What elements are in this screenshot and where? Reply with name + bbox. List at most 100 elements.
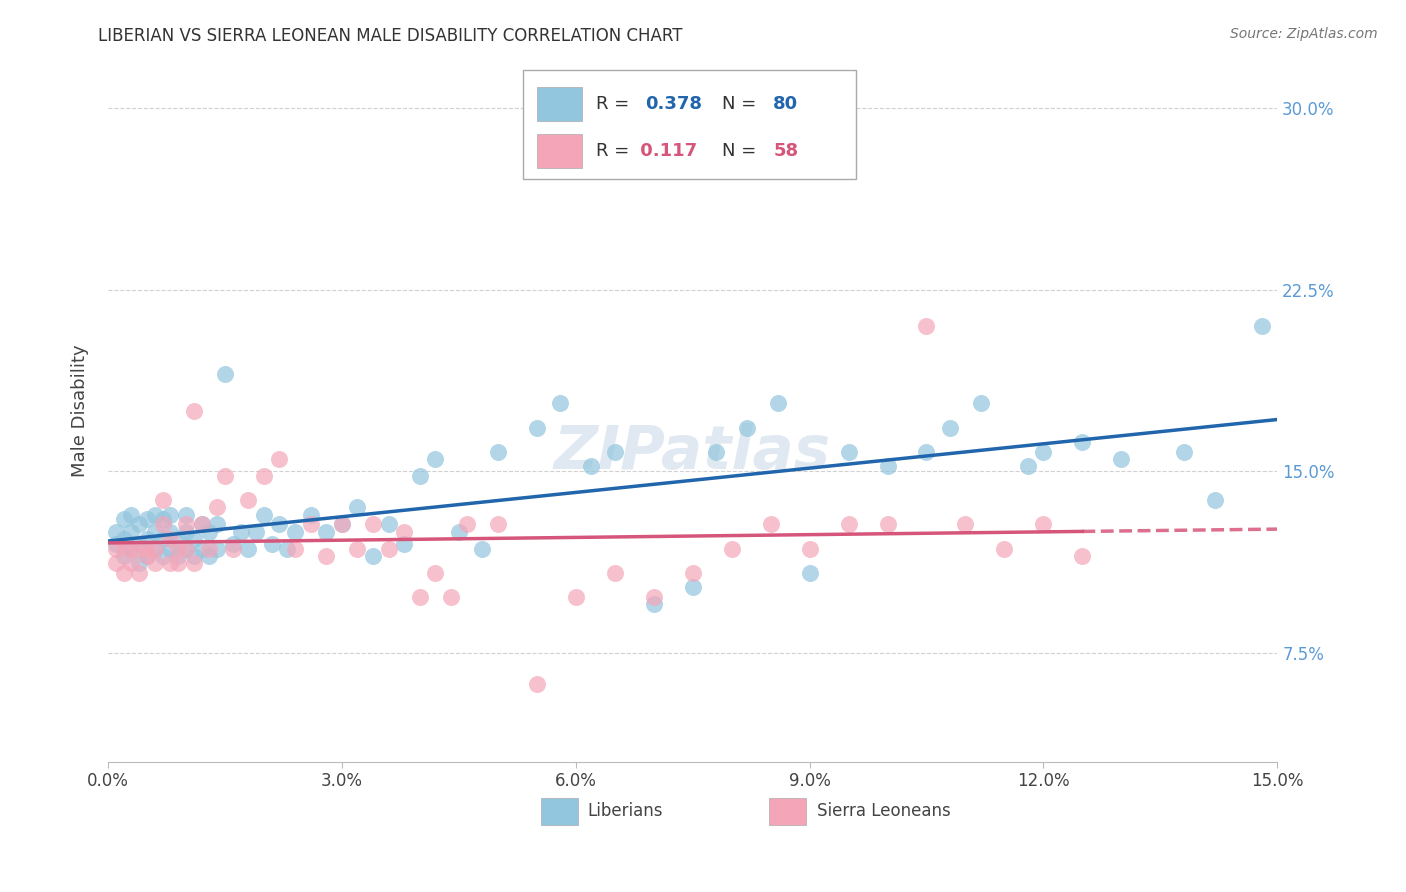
Point [915, 318, 938, 333]
Point [939, 420, 962, 434]
Point [222, 537, 245, 551]
Point [159, 524, 181, 539]
Point [120, 541, 142, 556]
Point [1032, 444, 1054, 458]
Point [876, 459, 898, 474]
Point [361, 517, 384, 532]
Text: 80: 80 [773, 95, 799, 112]
Point [346, 541, 368, 556]
Point [346, 500, 368, 515]
Point [315, 524, 337, 539]
Point [120, 508, 142, 522]
Point [409, 590, 432, 604]
Point [104, 541, 127, 556]
Text: ZIPatlas: ZIPatlas [554, 423, 831, 483]
Point [159, 508, 181, 522]
Point [128, 541, 150, 556]
Point [136, 549, 159, 563]
Point [159, 541, 181, 556]
Point [112, 541, 135, 556]
Point [120, 541, 142, 556]
Point [993, 541, 1015, 556]
Text: R =: R = [596, 142, 634, 160]
Point [276, 541, 298, 556]
Point [159, 556, 181, 570]
Bar [541, 798, 578, 825]
Text: N =: N = [721, 142, 762, 160]
Point [190, 541, 212, 556]
Point [143, 524, 166, 539]
Point [198, 541, 221, 556]
Point [315, 549, 337, 563]
Bar [537, 134, 582, 168]
Point [768, 396, 790, 410]
Point [112, 532, 135, 546]
Point [440, 590, 463, 604]
Point [253, 508, 276, 522]
Point [167, 549, 190, 563]
Point [269, 452, 291, 467]
Point [838, 444, 860, 458]
Point [704, 444, 727, 458]
Y-axis label: Male Disability: Male Disability [72, 344, 89, 477]
Point [682, 566, 704, 580]
Point [1071, 435, 1094, 450]
Point [214, 469, 236, 483]
Point [238, 493, 260, 508]
Point [447, 524, 470, 539]
Point [198, 549, 221, 563]
Point [174, 517, 197, 532]
Point [284, 541, 307, 556]
Point [167, 532, 190, 546]
Point [1173, 444, 1195, 458]
Point [143, 541, 166, 556]
Point [284, 524, 307, 539]
Point [299, 517, 322, 532]
Point [205, 517, 228, 532]
Point [152, 493, 174, 508]
Text: N =: N = [721, 95, 762, 112]
Point [104, 524, 127, 539]
Point [330, 517, 353, 532]
FancyBboxPatch shape [523, 70, 856, 179]
Point [174, 524, 197, 539]
Text: 0.378: 0.378 [645, 95, 702, 112]
Point [377, 541, 399, 556]
Point [269, 517, 291, 532]
Point [526, 420, 548, 434]
Bar [769, 798, 806, 825]
Point [876, 517, 898, 532]
Point [174, 508, 197, 522]
Point [112, 549, 135, 563]
Point [183, 532, 205, 546]
Point [955, 517, 977, 532]
Point [392, 537, 415, 551]
Point [603, 566, 626, 580]
Point [152, 517, 174, 532]
Point [190, 517, 212, 532]
Point [564, 590, 586, 604]
Point [120, 556, 142, 570]
Point [136, 541, 159, 556]
Point [643, 597, 665, 611]
Point [1032, 517, 1054, 532]
Point [238, 541, 260, 556]
Point [152, 512, 174, 526]
Point [104, 556, 127, 570]
Point [486, 444, 509, 458]
Text: 58: 58 [773, 142, 799, 160]
Point [425, 452, 447, 467]
Text: R =: R = [596, 95, 634, 112]
Point [152, 549, 174, 563]
Point [1204, 493, 1226, 508]
Point [377, 517, 399, 532]
Point [167, 541, 190, 556]
Point [159, 532, 181, 546]
Point [1071, 549, 1094, 563]
Point [392, 524, 415, 539]
Point [143, 541, 166, 556]
Point [915, 444, 938, 458]
Point [183, 549, 205, 563]
Point [222, 541, 245, 556]
Point [229, 524, 252, 539]
